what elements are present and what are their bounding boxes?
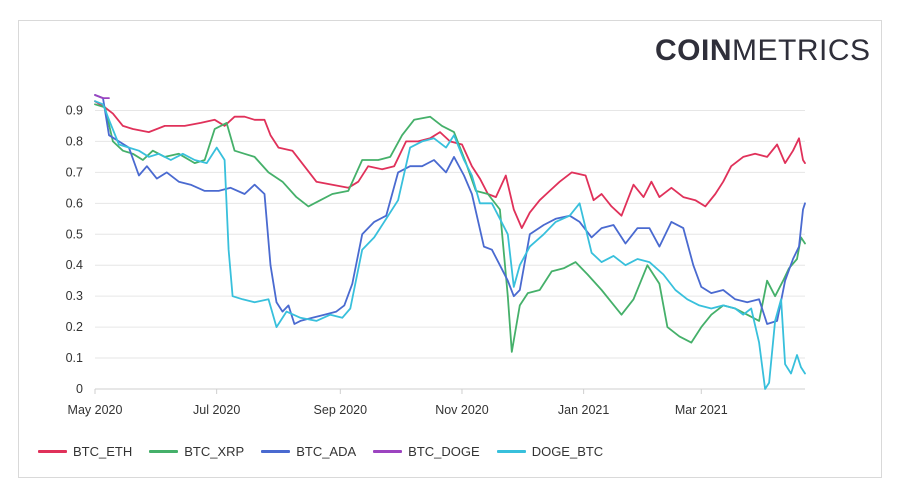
x-tick-label: Jul 2020 xyxy=(193,403,240,417)
series-line-doge-btc[interactable] xyxy=(94,100,806,390)
grid-lines xyxy=(95,109,805,390)
legend-swatch xyxy=(261,450,291,453)
legend-swatch xyxy=(496,450,526,453)
legend-swatch xyxy=(149,450,179,453)
legend: BTC_ETH BTC_XRP BTC_ADA BTC_DOGE DOGE_BTC xyxy=(38,444,620,459)
series-lines xyxy=(94,94,806,390)
y-tick-label: 0.8 xyxy=(66,134,83,148)
coinmetrics-logo: COIN METRICS xyxy=(655,34,871,67)
legend-item-btc-doge[interactable]: BTC_DOGE xyxy=(373,444,480,459)
x-tick-label: Mar 2021 xyxy=(675,403,728,417)
legend-label: BTC_ADA xyxy=(296,444,357,459)
y-tick-label: 0.4 xyxy=(66,258,83,272)
y-tick-label: 0.3 xyxy=(66,289,83,303)
chart-frame xyxy=(18,20,882,478)
y-tick-label: 0.2 xyxy=(66,320,83,334)
logo-bold-text: COIN xyxy=(655,34,732,67)
x-tick-label: Nov 2020 xyxy=(435,403,489,417)
legend-item-doge-btc[interactable]: DOGE_BTC xyxy=(496,444,604,459)
axes: 0 0.1 0.2 0.3 0.4 0.5 0.6 0.7 0.8 0.9 May 2020 Jul … xyxy=(66,103,805,417)
legend-item-btc-eth[interactable]: BTC_ETH xyxy=(38,444,132,459)
legend-label: BTC_ETH xyxy=(73,444,133,459)
legend-swatch xyxy=(38,450,67,453)
legend-label: BTC_DOGE xyxy=(408,444,480,459)
legend-label: DOGE_BTC xyxy=(531,444,604,459)
legend-label: BTC_XRP xyxy=(184,444,245,459)
x-tick-label: Jan 2021 xyxy=(558,403,609,417)
legend-swatch xyxy=(373,450,403,453)
logo-light-text: METRICS xyxy=(732,34,871,67)
y-tick-label: 0 xyxy=(76,382,83,396)
y-tick-label: 0.6 xyxy=(66,196,83,210)
y-tick-label: 0.7 xyxy=(66,165,83,179)
y-tick-label: 0.5 xyxy=(66,227,83,241)
series-line-btc-xrp[interactable] xyxy=(94,103,806,353)
legend-item-btc-xrp[interactable]: BTC_XRP xyxy=(149,444,244,459)
y-tick-label: 0.1 xyxy=(66,351,83,365)
series-line-btc-ada[interactable] xyxy=(94,94,806,325)
x-tick-label: Sep 2020 xyxy=(314,403,368,417)
legend-item-btc-ada[interactable]: BTC_ADA xyxy=(261,444,356,459)
series-line-btc-doge[interactable] xyxy=(94,94,110,99)
y-tick-label: 0.9 xyxy=(66,103,83,117)
x-tick-label: May 2020 xyxy=(68,403,123,417)
